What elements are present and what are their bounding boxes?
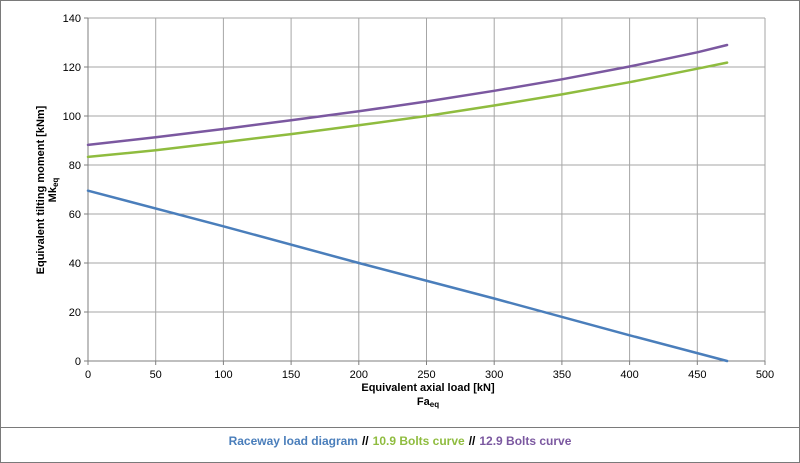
y-tick-label: 20 xyxy=(69,307,81,319)
x-tick-label: 50 xyxy=(150,369,162,381)
y-tick-label: 40 xyxy=(69,258,81,270)
x-axis-subtitle-index: eq xyxy=(430,400,439,409)
y-axis-subtitle-symbol: Mk xyxy=(47,186,59,202)
x-tick-label: 500 xyxy=(756,369,774,381)
legend-entry-10-9-bolts: 10.9 Bolts curve xyxy=(372,434,465,448)
legend-separator: // xyxy=(468,434,476,448)
y-tick-label: 140 xyxy=(63,13,81,25)
x-axis-subtitle-symbol: Fa xyxy=(417,396,431,408)
x-tick-labels: 0 50 100 150 200 250 300 350 400 450 500 xyxy=(85,369,774,381)
y-tick-label: 0 xyxy=(75,356,81,368)
x-tick-label: 150 xyxy=(282,369,300,381)
legend: Raceway load diagram//10.9 Bolts curve//… xyxy=(0,434,800,448)
y-tick-label: 80 xyxy=(69,160,81,172)
y-axis-subtitle-index: eq xyxy=(51,178,60,187)
series-layer xyxy=(86,43,729,363)
legend-entry-12-9-bolts: 12.9 Bolts curve xyxy=(479,434,572,448)
legend-separator: // xyxy=(361,434,369,448)
chart-plot: 0 50 100 150 200 250 300 350 400 450 500 0 20 40 60 80… xyxy=(35,13,774,409)
x-tick-label: 350 xyxy=(553,369,571,381)
x-tick-label: 0 xyxy=(85,369,91,381)
x-tick-label: 100 xyxy=(214,369,232,381)
legend-divider xyxy=(0,427,800,428)
plot-border xyxy=(84,17,766,365)
x-tick-label: 300 xyxy=(485,369,503,381)
x-tick-label: 250 xyxy=(417,369,435,381)
x-tick-label: 400 xyxy=(620,369,638,381)
series-line-12-9-bolts xyxy=(86,43,729,147)
x-axis-subtitle: Faeq xyxy=(417,396,439,409)
y-tick-label: 120 xyxy=(63,62,81,74)
x-axis-title: Equivalent axial load [kN] xyxy=(361,382,495,394)
series-line-10-9-bolts xyxy=(86,61,729,159)
x-tick-label: 450 xyxy=(688,369,706,381)
x-tick-label: 200 xyxy=(350,369,368,381)
y-tick-label: 100 xyxy=(63,111,81,123)
y-axis-title: Equivalent tilting moment [kNm] xyxy=(35,105,47,274)
legend-entry-raceway: Raceway load diagram xyxy=(228,434,358,448)
y-axis-subtitle: Mkeq xyxy=(47,178,60,203)
y-tick-labels: 0 20 40 60 80 100 120 140 xyxy=(63,13,81,368)
grid-lines xyxy=(87,17,766,362)
series-line-raceway xyxy=(86,189,729,363)
y-tick-label: 60 xyxy=(69,209,81,221)
